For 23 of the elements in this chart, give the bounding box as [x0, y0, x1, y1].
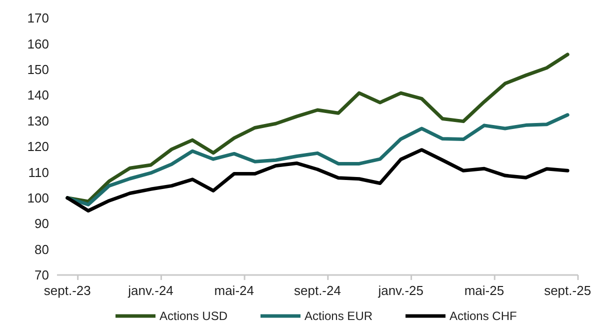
legend-label: Actions CHF — [450, 309, 517, 324]
x-tick-label: sept.-23 — [44, 283, 91, 298]
legend-label: Actions EUR — [304, 309, 373, 324]
y-tick-label: 90 — [34, 216, 49, 232]
y-tick-label: 140 — [27, 88, 49, 103]
y-tick-label: 130 — [27, 113, 49, 128]
x-tick-label: janv.-24 — [127, 283, 174, 298]
line-series — [66, 52, 570, 204]
x-tick-label: sept.-25 — [544, 283, 592, 298]
line-series — [66, 148, 570, 212]
x-tick-label: janv.-25 — [377, 283, 424, 298]
y-tick-label: 150 — [27, 62, 49, 77]
y-tick-label: 120 — [27, 139, 49, 154]
y-tick-label: 70 — [34, 268, 49, 283]
y-tick-label: 160 — [27, 36, 49, 52]
legend-label: Actions USD — [160, 309, 228, 324]
y-tick-label: 170 — [27, 10, 49, 26]
x-tick-label: sept.-24 — [294, 283, 341, 298]
y-tick-label: 110 — [28, 164, 49, 180]
x-tick-label: mai-25 — [464, 283, 504, 298]
x-tick-label: mai-24 — [214, 283, 254, 298]
y-tick-label: 80 — [34, 242, 49, 257]
y-tick-label: 100 — [27, 190, 49, 206]
